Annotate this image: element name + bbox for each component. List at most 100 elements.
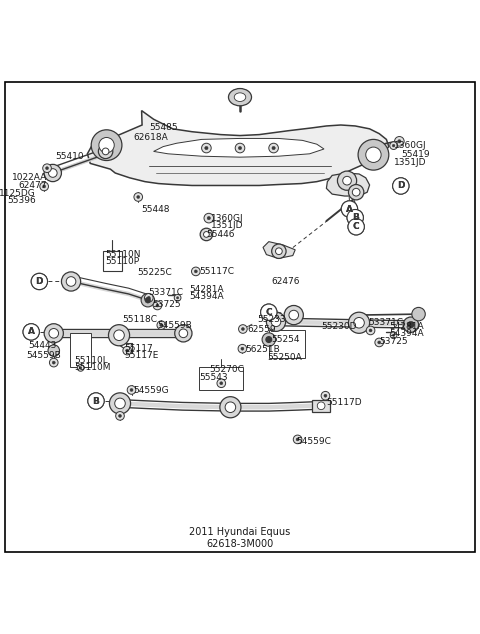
Circle shape: [123, 346, 132, 355]
Circle shape: [43, 185, 46, 188]
Circle shape: [217, 379, 226, 387]
Text: 53371C: 53371C: [148, 288, 183, 297]
Text: B: B: [93, 396, 99, 406]
Text: 55448: 55448: [142, 205, 170, 214]
Circle shape: [126, 349, 129, 352]
Circle shape: [147, 296, 150, 299]
Text: 55118C: 55118C: [122, 315, 157, 324]
Circle shape: [348, 219, 364, 235]
Circle shape: [239, 325, 247, 333]
Circle shape: [341, 201, 358, 217]
Circle shape: [144, 294, 153, 302]
Circle shape: [324, 394, 327, 398]
Circle shape: [31, 273, 48, 290]
Text: B: B: [352, 213, 359, 222]
Text: A: A: [346, 205, 353, 214]
Circle shape: [395, 136, 404, 146]
Circle shape: [48, 169, 57, 178]
Circle shape: [390, 332, 397, 339]
Circle shape: [204, 146, 208, 150]
Text: 55543: 55543: [199, 373, 228, 382]
Circle shape: [23, 324, 39, 340]
Circle shape: [119, 415, 121, 417]
Circle shape: [77, 365, 84, 372]
Circle shape: [202, 143, 211, 153]
Circle shape: [347, 209, 363, 226]
Text: B: B: [352, 213, 359, 222]
Circle shape: [341, 201, 358, 217]
Polygon shape: [154, 138, 324, 157]
Circle shape: [91, 130, 122, 160]
Circle shape: [49, 358, 58, 367]
Circle shape: [88, 393, 104, 409]
Circle shape: [116, 411, 124, 420]
Circle shape: [272, 146, 275, 150]
Circle shape: [261, 304, 277, 320]
Text: 55117C: 55117C: [199, 267, 234, 276]
Circle shape: [48, 345, 60, 356]
Text: 55485: 55485: [149, 123, 178, 132]
Circle shape: [366, 147, 381, 162]
Text: 53371C: 53371C: [369, 318, 404, 327]
Circle shape: [369, 329, 372, 332]
Circle shape: [109, 393, 131, 414]
Text: 54443: 54443: [28, 341, 56, 351]
Circle shape: [115, 398, 125, 409]
Text: D: D: [397, 181, 405, 190]
Circle shape: [225, 402, 236, 413]
Bar: [103, 251, 122, 271]
Circle shape: [145, 297, 151, 303]
Circle shape: [207, 216, 211, 220]
Circle shape: [262, 333, 276, 346]
Circle shape: [235, 143, 245, 153]
Text: 54281A: 54281A: [190, 285, 224, 294]
Circle shape: [66, 276, 76, 287]
Text: 1022AA: 1022AA: [12, 173, 47, 183]
Circle shape: [174, 294, 181, 301]
Ellipse shape: [228, 89, 252, 106]
Text: C: C: [265, 307, 272, 317]
Text: 1351JD: 1351JD: [211, 221, 244, 230]
Circle shape: [293, 435, 302, 444]
Circle shape: [358, 139, 389, 170]
Text: 53725: 53725: [379, 337, 408, 346]
Text: 1125DG: 1125DG: [0, 189, 36, 198]
Circle shape: [156, 304, 159, 307]
Text: D: D: [36, 277, 43, 286]
Circle shape: [200, 228, 213, 241]
Circle shape: [269, 143, 278, 153]
Circle shape: [153, 301, 162, 310]
Circle shape: [390, 142, 397, 150]
Circle shape: [130, 389, 133, 391]
Circle shape: [31, 273, 48, 290]
Circle shape: [271, 317, 281, 327]
Text: 62559: 62559: [247, 325, 276, 334]
Circle shape: [238, 146, 242, 150]
Polygon shape: [263, 242, 295, 259]
Text: 54559C: 54559C: [297, 437, 332, 446]
Circle shape: [52, 361, 55, 364]
Circle shape: [44, 324, 63, 343]
Circle shape: [40, 182, 48, 191]
Circle shape: [241, 328, 244, 330]
Circle shape: [141, 294, 155, 307]
Circle shape: [266, 312, 286, 332]
Circle shape: [99, 138, 114, 153]
Circle shape: [204, 231, 209, 237]
Ellipse shape: [234, 93, 246, 101]
Text: D: D: [36, 277, 43, 286]
Circle shape: [204, 213, 214, 223]
Circle shape: [392, 145, 395, 147]
Text: 56251B: 56251B: [245, 345, 279, 354]
Text: 55446: 55446: [206, 230, 235, 239]
Text: 55117D: 55117D: [326, 398, 362, 407]
Circle shape: [317, 402, 325, 410]
Circle shape: [114, 330, 124, 340]
Circle shape: [375, 338, 384, 347]
Text: 62477: 62477: [19, 181, 47, 190]
Text: B: B: [93, 396, 99, 406]
Text: 55250A: 55250A: [267, 353, 302, 362]
Text: 54394A: 54394A: [390, 329, 424, 339]
Circle shape: [266, 337, 272, 342]
Circle shape: [403, 317, 419, 332]
